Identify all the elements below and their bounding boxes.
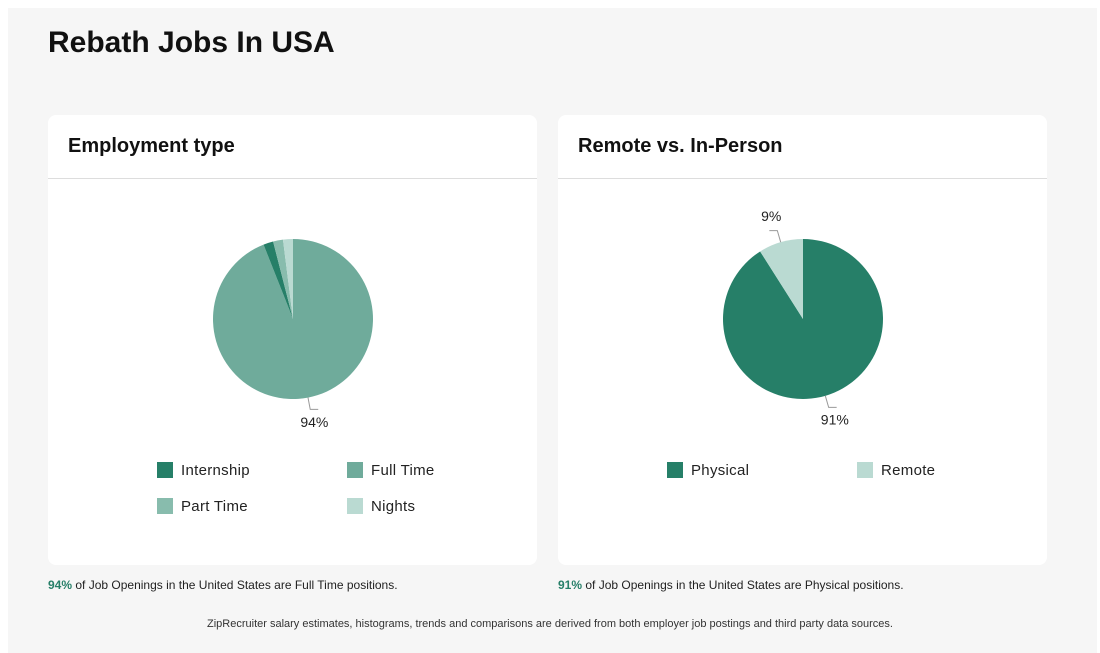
- footer: ZipRecruiter salary estimates, histogram…: [207, 618, 893, 630]
- pie-slice: [273, 239, 293, 319]
- legend-label: Part Time: [181, 498, 248, 515]
- legend-swatch: [857, 462, 873, 478]
- note-text: of Job Openings in the United States are…: [75, 578, 398, 592]
- legend-label: Nights: [371, 498, 415, 515]
- note-highlight: 91%: [558, 578, 583, 592]
- data-label: 9%: [761, 208, 781, 224]
- page-title: Rebath Jobs In USA: [48, 26, 335, 59]
- note-highlight: 94%: [48, 578, 73, 592]
- card: Remote vs. In-Person 91% 9% Physical Remote: [558, 115, 1047, 565]
- note: 94% of Job Openings in the United States…: [48, 578, 398, 592]
- pie-slice: [263, 241, 293, 319]
- pie-slice: [760, 239, 803, 319]
- legend-swatch: [667, 462, 683, 478]
- card: Employment type 94% Internship Full Time Pa…: [48, 115, 537, 565]
- pie-slice: [282, 239, 293, 319]
- data-label: 91%: [821, 411, 849, 427]
- legend-label: Internship: [181, 462, 250, 479]
- leader-line: [824, 395, 837, 408]
- legend-label: Remote: [881, 462, 935, 479]
- note: 91% of Job Openings in the United States…: [558, 578, 904, 592]
- legend-swatch: [347, 462, 363, 478]
- chart: 94% Internship Full Time Part Time Nights: [157, 239, 435, 515]
- chart-title: Employment type: [48, 115, 537, 179]
- leader-line: [769, 230, 782, 243]
- legend-label: Full Time: [371, 462, 435, 479]
- leader-line: [307, 397, 319, 410]
- note-text: of Job Openings in the United States are…: [585, 578, 904, 592]
- chart: 91% 9% Physical Remote: [667, 208, 935, 479]
- chart-title: Remote vs. In-Person: [558, 115, 1047, 179]
- data-label: 94%: [300, 414, 328, 430]
- legend-swatch: [157, 498, 173, 514]
- legend-swatch: [157, 462, 173, 478]
- legend-label: Physical: [691, 462, 749, 479]
- legend-swatch: [347, 498, 363, 514]
